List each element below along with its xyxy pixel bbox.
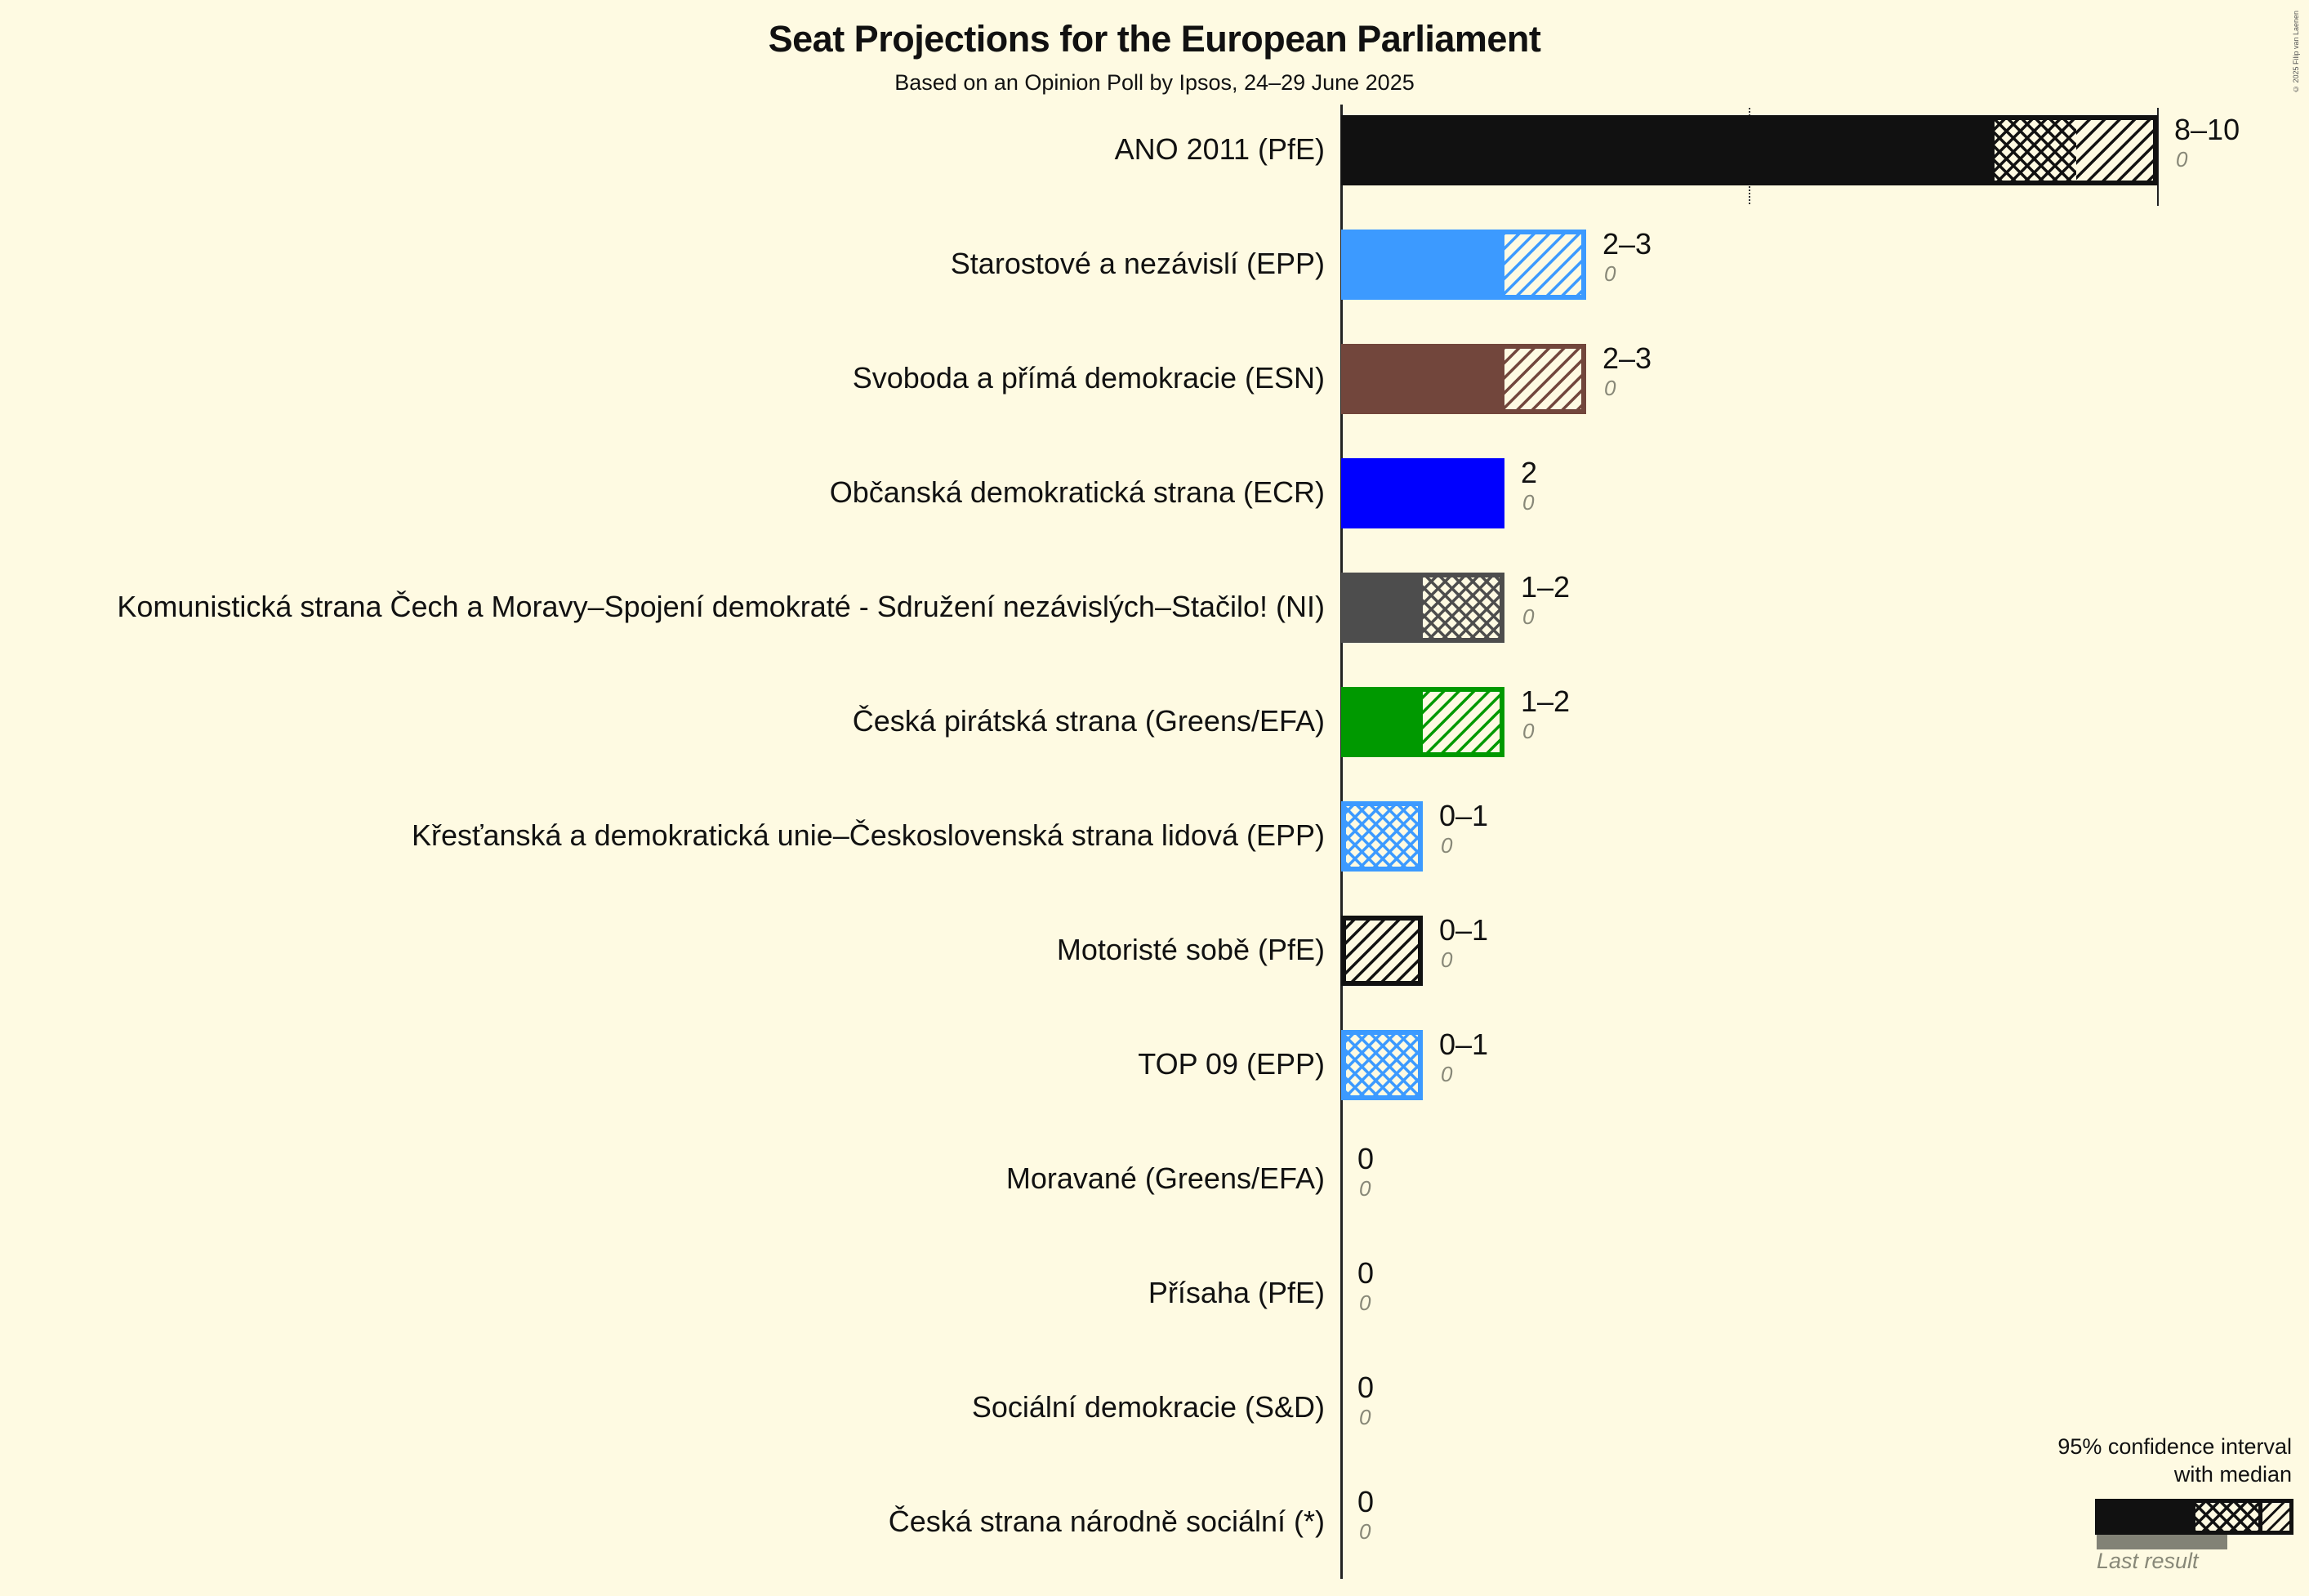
party-row: Česká pirátská strana (Greens/EFA) 1–2 0 — [0, 665, 2309, 779]
party-row: Moravané (Greens/EFA) 0 0 — [0, 1122, 2309, 1237]
party-row: Svoboda a přímá demokracie (ESN) 2–3 0 — [0, 322, 2309, 436]
chart-title: Seat Projections for the European Parlia… — [768, 18, 1541, 60]
last-result-value: 0 — [1441, 833, 1453, 858]
seat-bar — [1341, 230, 1586, 300]
party-row: Občanská demokratická strana (ECR) 2 0 — [0, 436, 2309, 551]
last-result-value: 0 — [1441, 1062, 1453, 1086]
last-result-value: 0 — [1359, 1519, 1371, 1544]
seat-range-label: 2 — [1521, 456, 1538, 489]
seat-bar — [1341, 687, 1504, 757]
party-row: Motoristé sobě (PfE) 0–1 0 — [0, 894, 2309, 1008]
seat-bar — [1341, 344, 1586, 414]
seat-bar — [1341, 916, 1423, 986]
party-label: Křesťanská a demokratická unie–Českoslov… — [411, 818, 1325, 852]
party-label: Moravané (Greens/EFA) — [1005, 1161, 1325, 1195]
legend-line-2: with median — [2173, 1462, 2292, 1487]
legend-line-1: 95% confidence interval — [2057, 1434, 2292, 1459]
seat-range-label: 0 — [1357, 1485, 1375, 1518]
seat-bar — [1341, 573, 1504, 643]
party-row: Křesťanská a demokratická unie–Českoslov… — [0, 779, 2309, 894]
party-label: TOP 09 (EPP) — [1138, 1047, 1325, 1081]
party-label: Česká pirátská strana (Greens/EFA) — [852, 704, 1325, 738]
last-result-value: 0 — [2176, 147, 2188, 172]
seat-range-label: 0–1 — [1439, 1028, 1489, 1061]
party-row: Přísaha (PfE) 0 0 — [0, 1237, 2309, 1351]
seat-range-label: 0–1 — [1439, 799, 1489, 832]
last-result-value: 0 — [1359, 1176, 1371, 1201]
party-label: ANO 2011 (PfE) — [1114, 132, 1325, 166]
party-row: Česká strana národně sociální (*) 0 0 — [0, 1465, 2309, 1580]
legend-title: 95% confidence interval with median — [2057, 1433, 2292, 1488]
party-label: Motoristé sobě (PfE) — [1056, 933, 1325, 966]
seat-range-label: 2–3 — [1602, 341, 1652, 375]
party-row: ANO 2011 (PfE) 8–10 0 — [0, 93, 2309, 207]
party-row: Starostové a nezávislí (EPP) 2–3 0 — [0, 207, 2309, 322]
seat-range-label: 2–3 — [1602, 227, 1652, 261]
last-result-value: 0 — [1359, 1291, 1371, 1315]
seat-range-label: 1–2 — [1521, 570, 1571, 604]
last-result-value: 0 — [1522, 490, 1535, 515]
party-label: Občanská demokratická strana (ECR) — [829, 475, 1325, 509]
chart-subtitle: Based on an Opinion Poll by Ipsos, 24–29… — [894, 70, 1415, 95]
seat-range-label: 0 — [1357, 1142, 1375, 1175]
last-result-value: 0 — [1441, 947, 1453, 972]
party-row: Komunistická strana Čech a Moravy–Spojen… — [0, 551, 2309, 665]
party-row: Sociální demokracie (S&D) 0 0 — [0, 1351, 2309, 1465]
seat-bar — [1341, 801, 1423, 872]
last-result-value: 0 — [1522, 719, 1535, 743]
seat-range-label: 0 — [1357, 1371, 1375, 1404]
seat-range-label: 8–10 — [2174, 113, 2240, 146]
last-result-value: 0 — [1604, 376, 1616, 400]
party-label: Přísaha (PfE) — [1148, 1276, 1325, 1309]
gridline-10-seats — [2157, 108, 2159, 206]
seat-bar — [1341, 458, 1504, 528]
party-label: Komunistická strana Čech a Moravy–Spojen… — [117, 590, 1325, 623]
last-result-value: 0 — [1604, 261, 1616, 286]
legend-last-result-bar — [2097, 1535, 2227, 1549]
party-label: Česká strana národně sociální (*) — [888, 1505, 1325, 1538]
last-result-value: 0 — [1522, 604, 1535, 629]
party-row: TOP 09 (EPP) 0–1 0 — [0, 1008, 2309, 1122]
seat-range-label: 1–2 — [1521, 684, 1571, 718]
seat-bar — [1341, 115, 2158, 185]
legend-last-result-label: Last result — [2097, 1549, 2199, 1573]
seat-range-label: 0 — [1357, 1256, 1375, 1290]
legend-sample-bar — [2095, 1499, 2293, 1535]
copyright-note: © 2025 Filip van Laenen — [2292, 10, 2300, 93]
party-label: Svoboda a přímá demokracie (ESN) — [852, 361, 1325, 395]
seat-bar — [1341, 1030, 1423, 1100]
party-label: Sociální demokracie (S&D) — [971, 1390, 1325, 1424]
party-label: Starostové a nezávislí (EPP) — [950, 247, 1325, 280]
last-result-value: 0 — [1359, 1405, 1371, 1429]
seat-range-label: 0–1 — [1439, 913, 1489, 947]
